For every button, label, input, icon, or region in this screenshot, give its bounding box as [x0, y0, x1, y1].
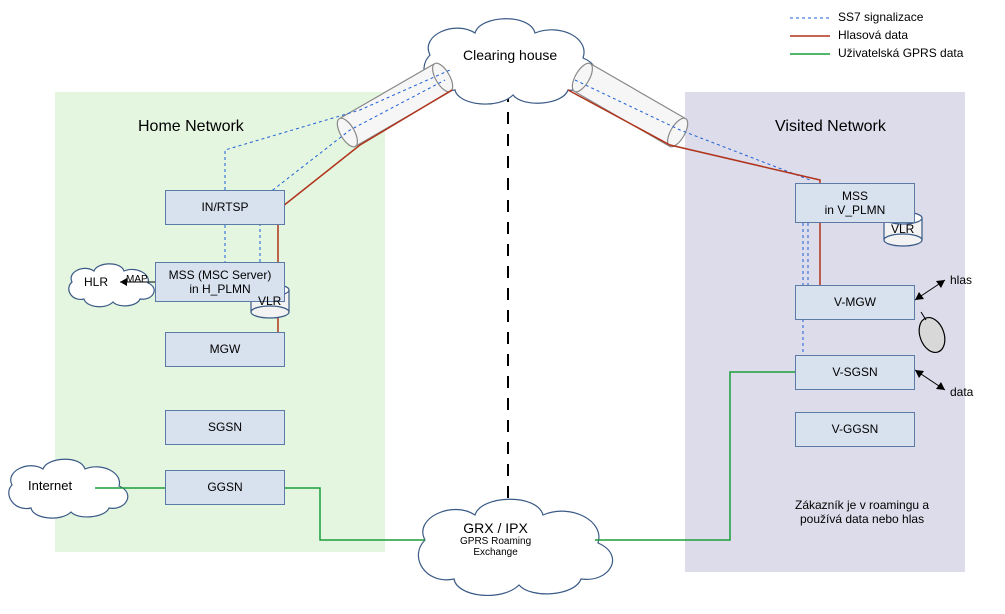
node-vsgsn: V-SGSN	[795, 355, 915, 390]
phone-icon	[915, 312, 950, 356]
cloud-clearing-label: Clearing house	[463, 47, 557, 63]
footer-text: Zákazník je v roamingu a používá data ne…	[795, 498, 929, 526]
node-ggsn: GGSN	[165, 470, 285, 505]
map-label: MAP	[126, 274, 148, 285]
cloud-hlr	[69, 264, 154, 307]
cloud-grx-label: GRX / IPX GPRS Roaming Exchange	[460, 520, 531, 558]
node-sgsn: SGSN	[165, 410, 285, 445]
node-in-rtsp: IN/RTSP	[165, 190, 285, 225]
cloud-hlr-label: HLR	[84, 275, 108, 289]
legend-ss7: SS7 signalizace	[838, 10, 923, 24]
grx-sub: GPRS Roaming Exchange	[460, 536, 531, 558]
phone-data-label: data	[950, 385, 973, 399]
vlr-v-label: VLR	[891, 222, 914, 236]
legend-gprs: Uživatelská GPRS data	[838, 46, 963, 60]
grx-title: GRX / IPX	[460, 520, 531, 536]
node-mgw: MGW	[165, 332, 285, 367]
legend-voice: Hlasová data	[838, 28, 908, 42]
phone-voice-label: hlas	[950, 273, 972, 287]
node-mss-v: MSS in V_PLMN	[795, 183, 915, 223]
node-vggsn: V-GGSN	[795, 412, 915, 447]
node-vmgw: V-MGW	[795, 285, 915, 320]
cloud-internet-label: Internet	[28, 478, 72, 493]
vlr-h-label: VLR	[258, 294, 281, 308]
